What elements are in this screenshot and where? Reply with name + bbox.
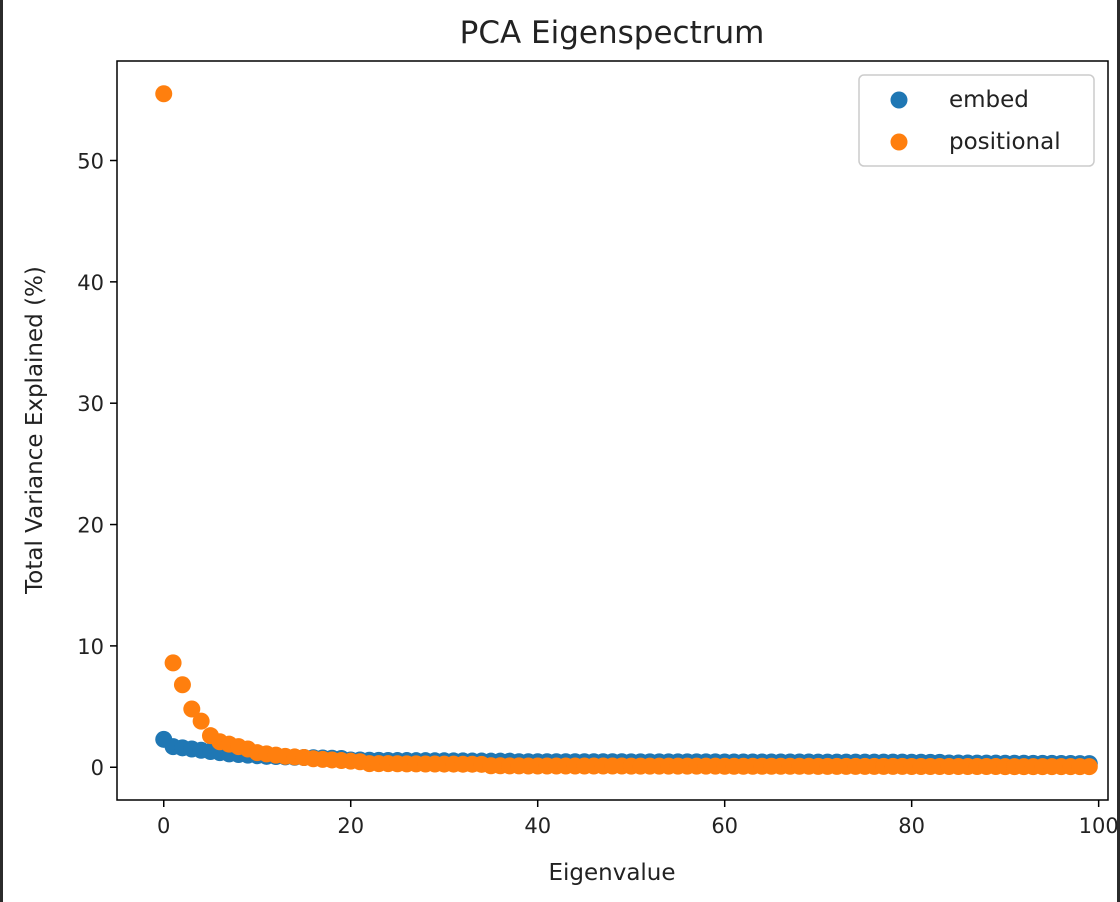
legend-label-positional: positional: [949, 129, 1061, 155]
chart-title: PCA Eigenspectrum: [460, 15, 765, 51]
x-tick-label: 60: [711, 814, 738, 838]
y-tick-label: 30: [77, 392, 104, 416]
y-tick-label: 50: [77, 150, 104, 174]
x-tick-label: 80: [898, 814, 925, 838]
point-positional-1: [164, 654, 182, 672]
y-axis-label: Total Variance Explained (%): [22, 266, 48, 595]
x-axis-label: Eigenvalue: [548, 860, 675, 886]
y-tick-label: 0: [91, 756, 104, 780]
legend: embed positional: [858, 74, 1095, 167]
x-tick-label: 0: [157, 814, 170, 838]
window-border-right: [1117, 0, 1120, 902]
x-axis: 0 20 40 60 80 100: [157, 800, 1119, 838]
plot-area-frame: [116, 60, 1109, 801]
y-tick-label: 20: [77, 514, 104, 538]
y-axis: 0 10 20 30 40 50: [77, 150, 117, 780]
point-positional-99: [1080, 758, 1098, 776]
legend-marker-embed: [890, 91, 908, 109]
point-positional-0: [155, 85, 173, 103]
legend-box: [858, 74, 1095, 167]
y-tick-label: 10: [77, 635, 104, 659]
data-points: [155, 85, 1098, 776]
window-border-left: [0, 0, 3, 902]
x-tick-label: 100: [1079, 814, 1119, 838]
legend-label-embed: embed: [949, 87, 1029, 113]
y-tick-label: 40: [77, 271, 104, 295]
x-tick-label: 20: [337, 814, 364, 838]
x-tick-label: 40: [524, 814, 551, 838]
legend-marker-positional: [890, 133, 908, 151]
point-positional-4: [192, 712, 210, 730]
point-positional-3: [183, 700, 201, 718]
point-positional-2: [173, 676, 191, 694]
